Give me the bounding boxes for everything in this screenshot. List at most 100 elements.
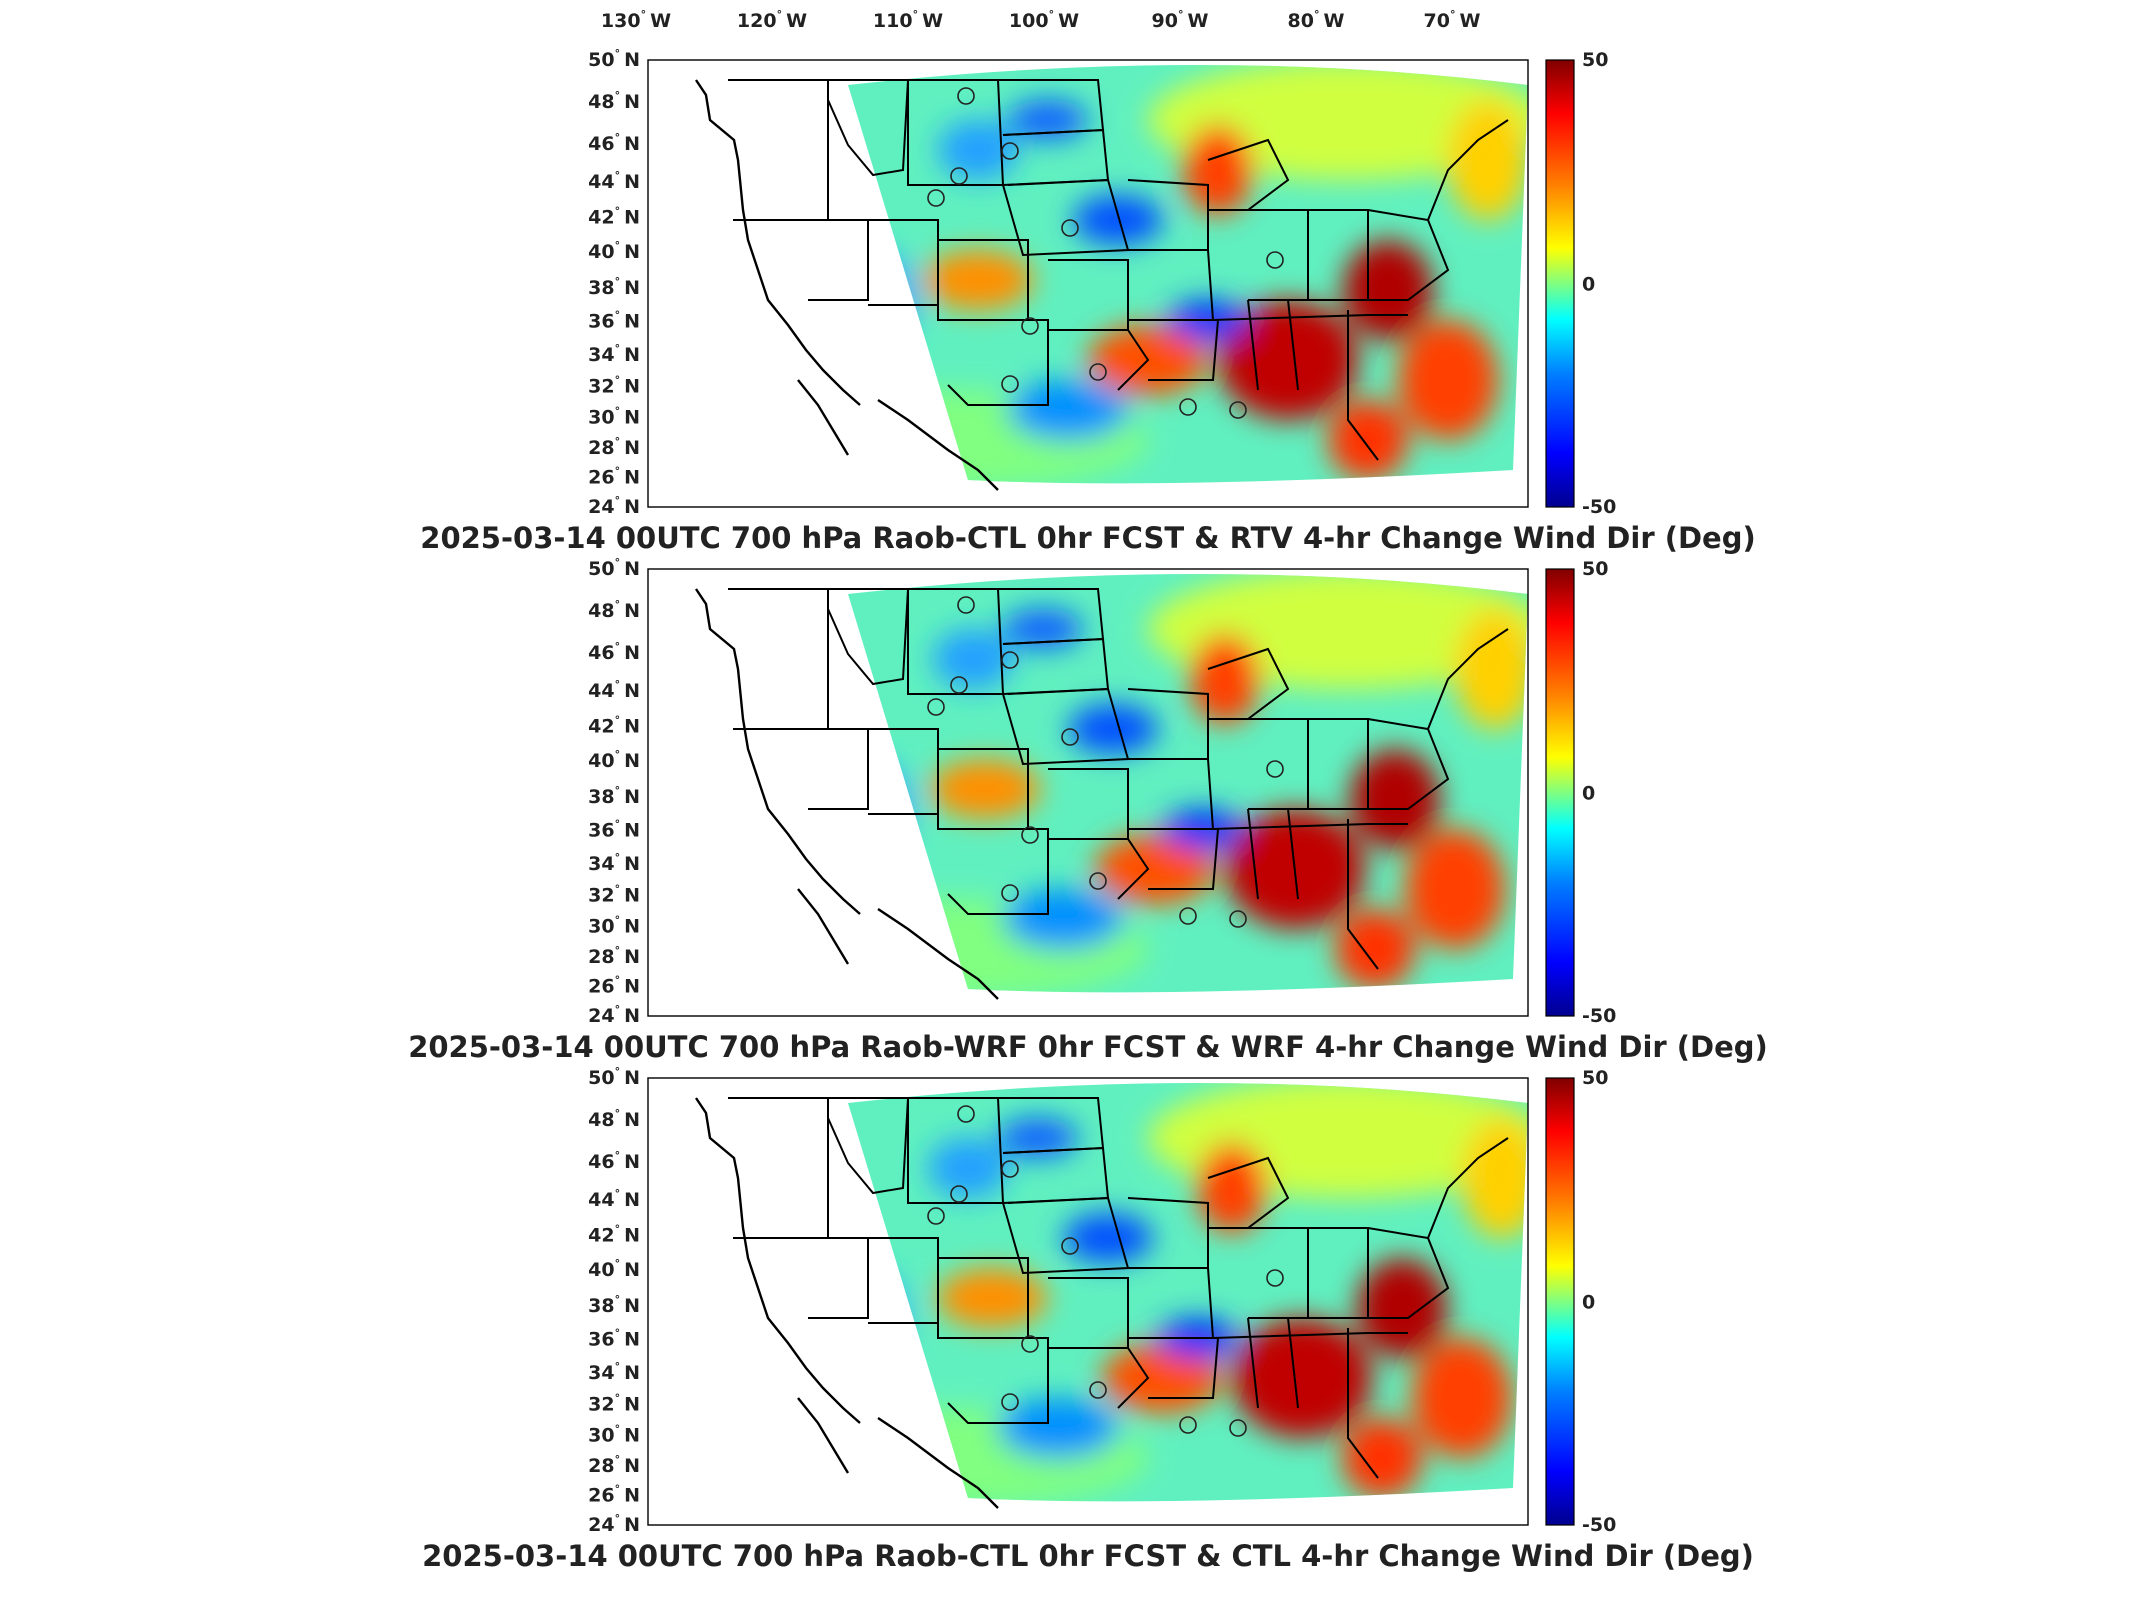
lat-label-42n: 42° N bbox=[588, 713, 640, 737]
lat-label-28n: 28° N bbox=[588, 1453, 640, 1477]
raob-site-marker bbox=[1266, 760, 1284, 778]
raob-site-marker bbox=[1001, 651, 1019, 669]
raob-site-marker bbox=[1089, 363, 1107, 381]
lat-label-36n: 36° N bbox=[588, 817, 640, 841]
raob-site-marker bbox=[950, 676, 968, 694]
state-border bbox=[1248, 718, 1309, 810]
raob-site-marker bbox=[1179, 1416, 1197, 1434]
state-border bbox=[827, 79, 910, 177]
lon-label-80w: 80° W bbox=[1288, 8, 1345, 32]
lat-label-32n: 32° N bbox=[588, 373, 640, 397]
lat-label-40n: 40° N bbox=[588, 1257, 640, 1281]
colorbar-max-label: 50 bbox=[1582, 558, 1608, 580]
lat-label-38n: 38° N bbox=[588, 784, 640, 808]
lat-label-34n: 34° N bbox=[588, 342, 640, 366]
map-panel-1: 50° N 48° N 46° N 44° N 42° N 40° N 38° N 36° N 34° N 32° N… bbox=[420, 47, 1755, 555]
state-border bbox=[1048, 1347, 1150, 1409]
lat-label-26n: 26° N bbox=[588, 973, 640, 997]
state-border bbox=[938, 828, 1049, 915]
lat-label-28n: 28° N bbox=[588, 944, 640, 968]
coastline bbox=[695, 588, 999, 1000]
state-border bbox=[1247, 808, 1379, 970]
lon-label-130w: 130° W bbox=[601, 8, 671, 32]
raob-site-marker bbox=[927, 1207, 945, 1225]
lat-label-44n: 44° N bbox=[588, 678, 640, 702]
lat-label-46n: 46° N bbox=[588, 640, 640, 664]
lat-label-32n: 32° N bbox=[588, 882, 640, 906]
map-area bbox=[647, 59, 1529, 508]
lat-label-24n: 24° N bbox=[588, 1512, 640, 1536]
raob-site-marker bbox=[1001, 375, 1019, 393]
lon-label-120w: 120° W bbox=[737, 8, 807, 32]
map-area bbox=[647, 1077, 1529, 1526]
lat-label-40n: 40° N bbox=[588, 239, 640, 263]
lat-label-42n: 42° N bbox=[588, 1222, 640, 1246]
colorbar bbox=[1545, 1077, 1575, 1526]
lon-label-110w: 110° W bbox=[873, 8, 943, 32]
lat-label-28n: 28° N bbox=[588, 435, 640, 459]
lat-label-24n: 24° N bbox=[588, 1003, 640, 1027]
lat-label-46n: 46° N bbox=[588, 131, 640, 155]
colorbar-min-label: -50 bbox=[1582, 1005, 1616, 1027]
raob-site-marker bbox=[1229, 401, 1247, 419]
state-border bbox=[1247, 1317, 1379, 1479]
lat-label-30n: 30° N bbox=[588, 1423, 640, 1447]
map-frame bbox=[647, 568, 1529, 1017]
raob-site-marker bbox=[1021, 1335, 1039, 1353]
lat-label-30n: 30° N bbox=[588, 405, 640, 429]
state-border bbox=[827, 1097, 910, 1195]
panel-title: 2025-03-14 00UTC 700 hPa Raob-WRF 0hr FC… bbox=[408, 1030, 1768, 1064]
lat-label-48n: 48° N bbox=[588, 1107, 640, 1131]
coastline bbox=[695, 79, 999, 491]
lat-label-34n: 34° N bbox=[588, 1360, 640, 1384]
lat-label-26n: 26° N bbox=[588, 1482, 640, 1506]
colorbar-min-label: -50 bbox=[1582, 496, 1616, 518]
raob-site-marker bbox=[950, 1185, 968, 1203]
raob-site-marker bbox=[1179, 907, 1197, 925]
raob-site-marker bbox=[1229, 1419, 1247, 1437]
raob-site-marker bbox=[1266, 1269, 1284, 1287]
longitude-axis: 130° W 120° W 110° W 100° W 90° W 80° W 70° W bbox=[601, 8, 1481, 32]
state-border bbox=[1207, 138, 1290, 211]
raob-site-marker bbox=[957, 87, 975, 105]
panels: 50° N 48° N 46° N 44° N 42° N 40° N 38° N 36° N 34° N 32° N… bbox=[408, 47, 1768, 1573]
state-border bbox=[1367, 209, 1450, 301]
lat-label-36n: 36° N bbox=[588, 1326, 640, 1350]
map-panel-2: 50° N 48° N 46° N 44° N 42° N 40° N 38° N 36° N 34° N 32° N… bbox=[408, 556, 1768, 1064]
raob-site-marker bbox=[1001, 142, 1019, 160]
lat-label-46n: 46° N bbox=[588, 1149, 640, 1173]
state-border bbox=[1308, 209, 1369, 301]
lat-label-24n: 24° N bbox=[588, 494, 640, 518]
raob-site-marker bbox=[1089, 872, 1107, 890]
lat-label-36n: 36° N bbox=[588, 308, 640, 332]
colorbar-mid-label: 0 bbox=[1582, 783, 1595, 805]
lon-label-90w: 90° W bbox=[1152, 8, 1209, 32]
state-border bbox=[1248, 209, 1309, 301]
colorbar bbox=[1545, 568, 1575, 1017]
lat-label-48n: 48° N bbox=[588, 598, 640, 622]
lat-label-40n: 40° N bbox=[588, 748, 640, 772]
state-border bbox=[1207, 647, 1290, 720]
state-border bbox=[1247, 299, 1379, 461]
lat-label-44n: 44° N bbox=[588, 169, 640, 193]
raob-site-marker bbox=[1001, 1160, 1019, 1178]
lat-label-38n: 38° N bbox=[588, 1293, 640, 1317]
raob-site-marker bbox=[1001, 1393, 1019, 1411]
colorbar-mid-label: 0 bbox=[1582, 274, 1595, 296]
map-frame bbox=[647, 1077, 1529, 1526]
raob-site-marker bbox=[1061, 728, 1079, 746]
lat-label-26n: 26° N bbox=[588, 464, 640, 488]
state-border bbox=[938, 1337, 1049, 1424]
colorbar-min-label: -50 bbox=[1582, 1514, 1616, 1536]
state-border bbox=[1212, 314, 1408, 321]
colorbar-max-label: 50 bbox=[1582, 49, 1608, 71]
raob-site-marker bbox=[1229, 910, 1247, 928]
state-border bbox=[1212, 1332, 1408, 1339]
raob-site-marker bbox=[957, 1105, 975, 1123]
raob-site-marker bbox=[927, 189, 945, 207]
state-border bbox=[827, 588, 910, 686]
lat-label-32n: 32° N bbox=[588, 1391, 640, 1415]
panel-title: 2025-03-14 00UTC 700 hPa Raob-CTL 0hr FC… bbox=[422, 1539, 1754, 1573]
state-border bbox=[1308, 1227, 1369, 1319]
raob-site-marker bbox=[950, 167, 968, 185]
